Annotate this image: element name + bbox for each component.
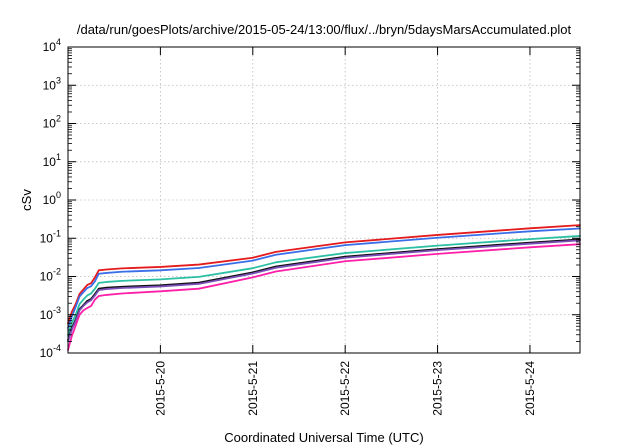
y-tick-label: 100 xyxy=(43,190,61,207)
chart-title: /data/run/goesPlots/archive/2015-05-24/1… xyxy=(77,22,572,37)
grid xyxy=(68,47,580,353)
y-tick-label: 10-1 xyxy=(40,228,61,245)
y-axis-label: cSv xyxy=(19,189,34,211)
series-group xyxy=(67,224,581,351)
x-tick-label: 2015-5-21 xyxy=(246,361,260,416)
y-tick-label: 10-3 xyxy=(40,305,61,322)
y-tick-label: 10-4 xyxy=(40,343,61,360)
x-tick-label: 2015-5-24 xyxy=(523,361,537,416)
x-axis-label: Coordinated Universal Time (UTC) xyxy=(224,430,423,445)
series-line-1 xyxy=(67,224,581,325)
x-tick-label: 2015-5-22 xyxy=(338,361,352,416)
x-tick-label: 2015-5-23 xyxy=(431,361,445,416)
y-tick-label: 10-2 xyxy=(40,267,61,284)
series-line-3 xyxy=(67,235,581,336)
y-tick-label: 101 xyxy=(43,152,61,169)
x-axis: 2015-5-20 2015-5-21 2015-5-22 2015-5-23 2015… xyxy=(153,361,537,416)
y-tick-label: 104 xyxy=(43,37,61,54)
plot-frame xyxy=(67,46,581,354)
x-tick-label: 2015-5-20 xyxy=(153,361,167,416)
series-line-5 xyxy=(67,239,581,343)
series-line-2 xyxy=(67,227,581,329)
y-axis: 10-4 10-3 10-2 10-1 100 101 102 103 104 xyxy=(40,37,61,360)
y-tick-label: 103 xyxy=(43,75,61,92)
series-line-4 xyxy=(67,238,581,341)
y-tick-label: 102 xyxy=(43,114,61,131)
series-line-6 xyxy=(67,243,581,351)
